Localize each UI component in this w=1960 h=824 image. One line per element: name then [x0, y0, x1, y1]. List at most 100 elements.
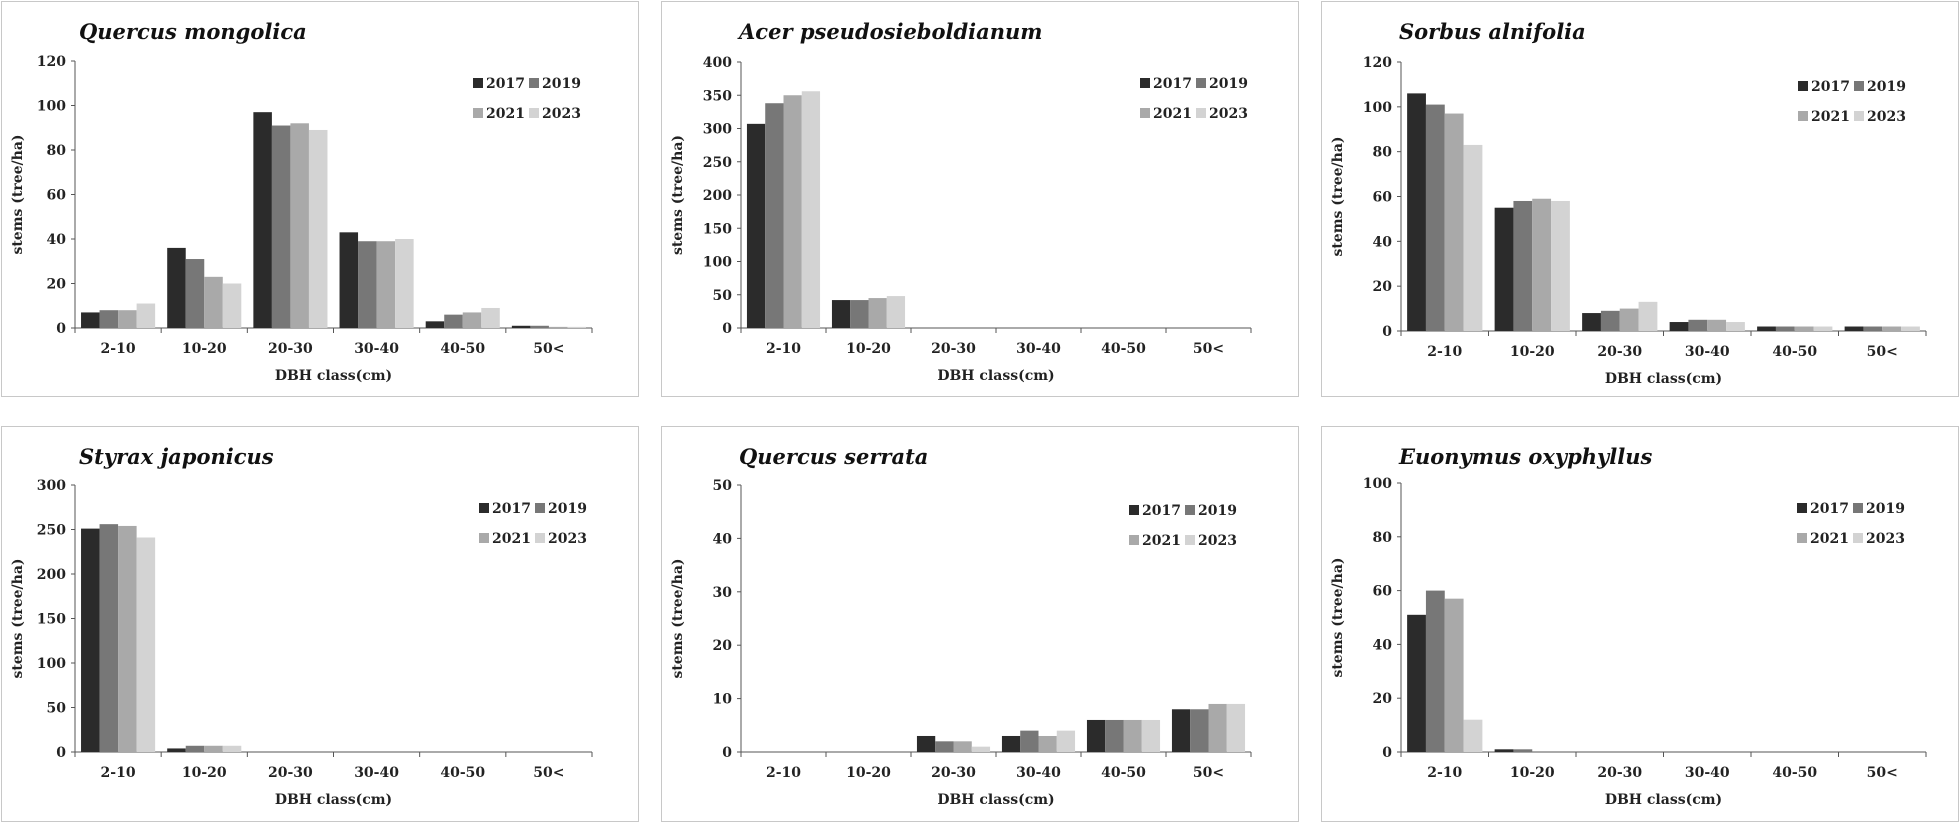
bar-2021-20-30: [1619, 308, 1639, 331]
legend: 2017 2019 2021 2023: [1797, 501, 1905, 547]
y-tick-label: 20: [1373, 279, 1393, 295]
y-tick-label: 250: [703, 155, 732, 171]
x-tick-label: 10-20: [846, 341, 891, 357]
x-tick-label: 2-10: [766, 341, 801, 357]
y-tick-label: 100: [1363, 476, 1392, 492]
y-tick-label: 150: [703, 221, 732, 237]
bar-2021-2-10: [1444, 113, 1464, 331]
y-tick-label: 30: [713, 585, 733, 601]
bar-2021-20-30: [290, 123, 309, 328]
bar-2019-10-20: [1513, 200, 1533, 331]
x-tick-label: 20-30: [931, 341, 976, 357]
legend-label: 2017: [1142, 503, 1181, 519]
legend-swatch-2021: [473, 108, 483, 118]
bar-2017-30-40: [1669, 322, 1689, 331]
x-tick-label: 20-30: [1597, 344, 1642, 360]
bar-2017-2-10: [81, 312, 100, 328]
bar-2023-10-20: [886, 296, 906, 328]
legend-swatch-2017: [1797, 503, 1807, 513]
bar-2023-20-30: [971, 746, 991, 752]
bar-2017-10-20: [1494, 207, 1514, 331]
y-tick-label: 60: [1373, 584, 1393, 600]
bar-2019-40-50: [1105, 719, 1124, 752]
y-axis-label: stems (tree/ha): [1330, 136, 1346, 256]
legend-label: 2023: [1209, 106, 1248, 122]
legend-swatch-2021: [1140, 108, 1150, 118]
chart-title: Quercus mongolica: [79, 19, 307, 44]
bar-2023-10-20: [222, 745, 242, 752]
y-axis-label: stems (tree/ha): [670, 135, 686, 255]
legend-label: 2023: [542, 106, 581, 122]
bar-2017-20-30: [916, 735, 936, 752]
y-tick-label: 20: [47, 277, 67, 293]
bar-2017-10-20: [1494, 749, 1514, 752]
bar-2021-20-30: [953, 741, 972, 752]
legend-swatch-2017: [1129, 505, 1139, 515]
bar-2023-30-40: [1056, 730, 1076, 752]
y-tick-label: 20: [1373, 691, 1393, 707]
legend-label: 2021: [1810, 531, 1849, 547]
bar-2021-50<: [548, 326, 568, 328]
y-tick-label: 10: [713, 692, 733, 708]
bar-2021-2-10: [783, 95, 802, 328]
chart-panel-euonymus-oxyphyllus: Euonymus oxyphyllus 0 20 40 60 80 100 2-10 10-20…: [1321, 426, 1959, 822]
bar-2017-40-50: [425, 321, 445, 328]
bar-2023-40-50: [481, 307, 500, 328]
bar-2019-2-10: [1425, 590, 1445, 752]
legend-swatch-2017: [479, 503, 489, 513]
x-tick-label: 40-50: [440, 765, 485, 781]
x-tick-label: 2-10: [101, 341, 136, 357]
bar-2021-40-50: [462, 312, 482, 328]
bar-2021-30-40: [1038, 735, 1057, 752]
bar-2019-2-10: [1425, 104, 1445, 331]
y-tick-label: 200: [703, 188, 732, 204]
legend-swatch-2017: [473, 78, 483, 88]
y-axis-label: stems (tree/ha): [670, 558, 686, 678]
legend-label: 2023: [1867, 109, 1906, 125]
x-axis-label: DBH class(cm): [937, 792, 1054, 808]
legend-swatch-2017: [1140, 78, 1150, 88]
legend-swatch-2021: [1798, 111, 1808, 121]
bar-2019-20-30: [1600, 310, 1620, 331]
bar-2017-2-10: [1407, 614, 1426, 752]
y-tick-label: 100: [703, 255, 732, 271]
x-tick-label: 50<: [533, 765, 564, 781]
legend-label: 2021: [492, 531, 531, 547]
bar-2017-50<: [1844, 326, 1864, 331]
x-tick-label: 10-20: [182, 765, 227, 781]
y-tick-label: 200: [37, 567, 66, 583]
legend-label: 2019: [548, 501, 587, 517]
x-tick-label: 40-50: [1101, 765, 1146, 781]
y-tick-label: 120: [1363, 55, 1392, 71]
chart-title: Sorbus alnifolia: [1399, 19, 1586, 44]
x-tick-label: 2-10: [766, 765, 801, 781]
legend-swatch-2019: [1196, 78, 1206, 88]
bar-2017-30-40: [1001, 735, 1021, 752]
bar-2023-2-10: [1463, 144, 1483, 331]
bar-2021-30-40: [1707, 319, 1727, 331]
x-tick-label: 30-40: [1016, 341, 1061, 357]
legend-swatch-2021: [479, 533, 489, 543]
y-tick-label: 40: [1373, 234, 1393, 250]
bar-2023-30-40: [395, 239, 414, 328]
y-tick-label: 350: [703, 88, 732, 104]
x-tick-label: 10-20: [182, 341, 227, 357]
legend-label: 2023: [1866, 531, 1905, 547]
y-tick-label: 60: [1373, 190, 1393, 206]
x-tick-label: 10-20: [1510, 765, 1555, 781]
bar-chart: Sorbus alnifolia 0 20 40 60 80 100 120 2-10 10-20…: [1330, 19, 1927, 387]
x-tick-label: 2-10: [1427, 765, 1462, 781]
x-tick-label: 50<: [1867, 344, 1898, 360]
chart-panel-styrax-japonicus: Styrax japonicus 0 50 100 150 200 250 300 2-10 10…: [1, 426, 639, 822]
bar-2017-40-50: [1757, 326, 1776, 331]
bar-2019-10-20: [1513, 749, 1533, 752]
bar-2023-2-10: [136, 303, 156, 328]
chart-panel-quercus-serrata: Quercus serrata 0 10 20 30 40 50 2-10 10-20 20-30…: [661, 426, 1299, 822]
bar-2023-50<: [1226, 703, 1246, 752]
bar-2021-10-20: [204, 745, 223, 752]
bar-2017-10-20: [167, 748, 186, 752]
legend: 2017 2019 2021 2023: [1798, 79, 1906, 125]
legend-swatch-2019: [1185, 505, 1195, 515]
y-tick-label: 300: [703, 122, 732, 138]
bar-2021-10-20: [1532, 198, 1552, 331]
